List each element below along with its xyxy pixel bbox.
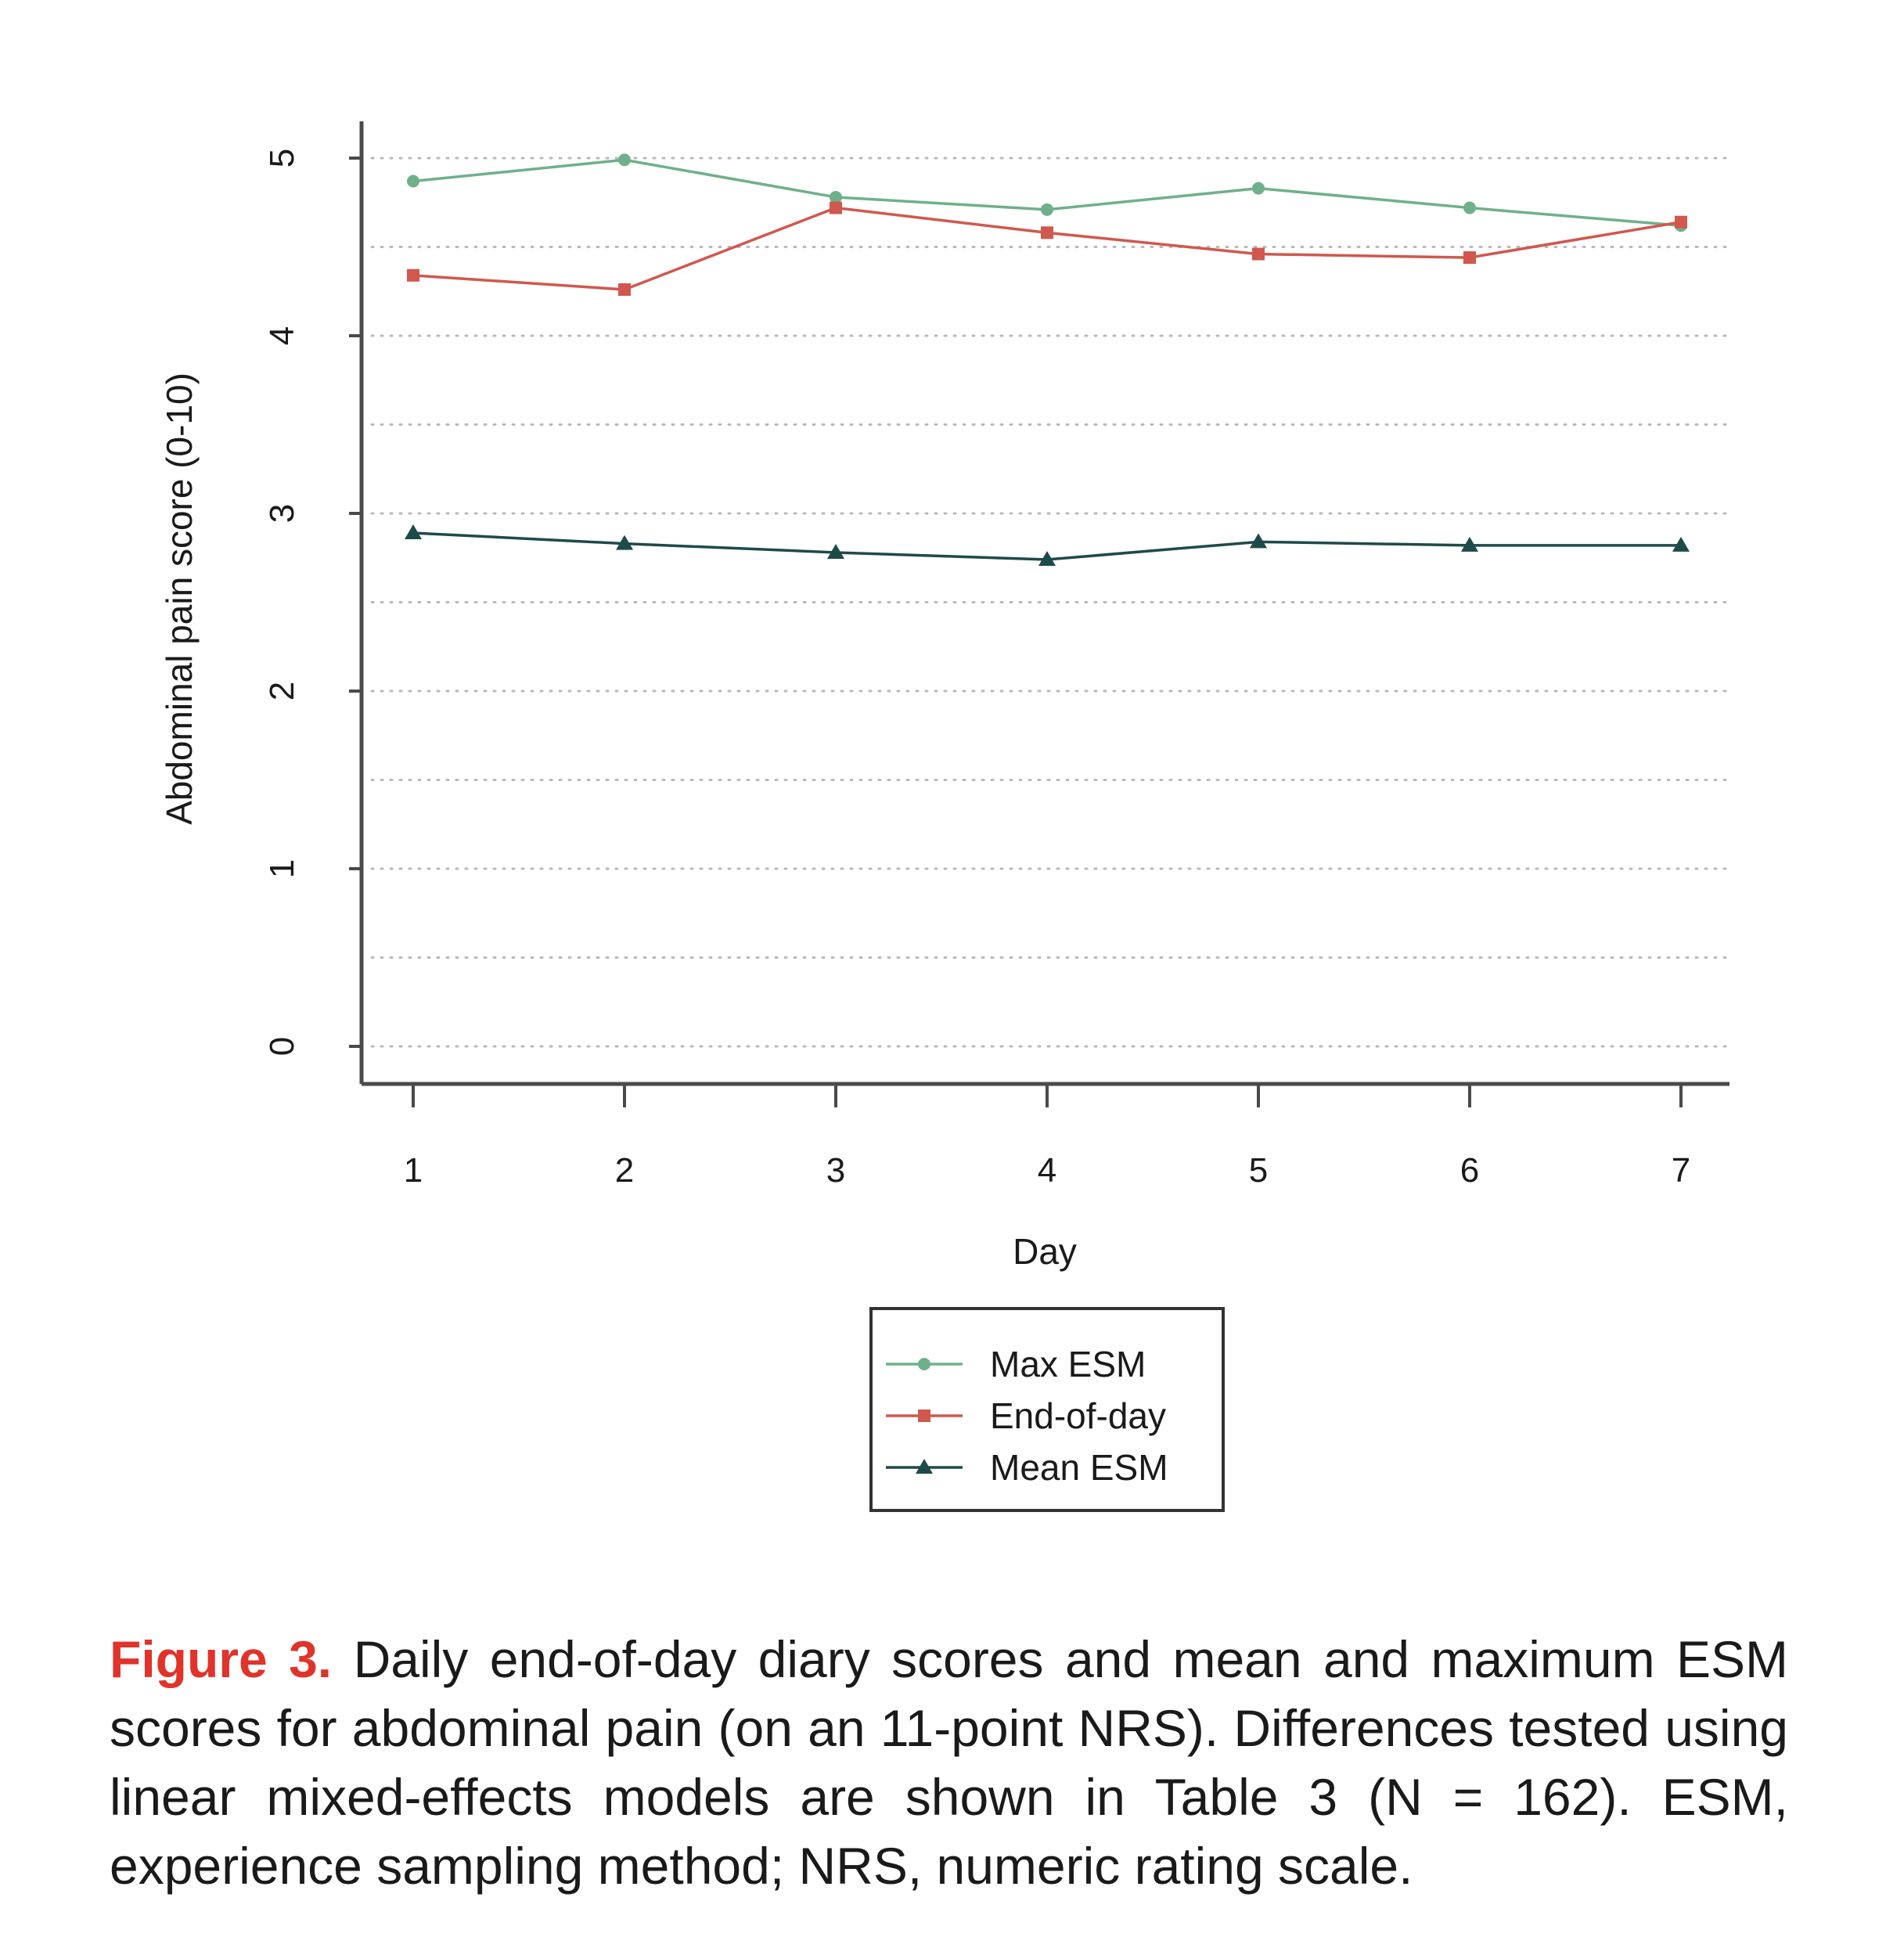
x-tick-label: 6 — [1460, 1151, 1479, 1190]
x-axis-title: Day — [1013, 1231, 1077, 1272]
data-point-mean-esm — [1250, 533, 1267, 549]
legend-marker — [918, 1358, 930, 1370]
data-point-max-esm — [1463, 201, 1476, 214]
data-point-mean-esm — [1672, 536, 1690, 552]
line-chart: 0 1 2 3 4 5 1 2 3 4 5 6 7 Abdominal pain score (0-10… — [159, 121, 1731, 1512]
data-point-mean-esm — [616, 535, 633, 550]
x-tick-label: 3 — [826, 1151, 845, 1190]
data-point-mean-esm — [827, 543, 844, 559]
y-tick-label: 5 — [263, 149, 301, 167]
data-point-end-of-day — [1041, 226, 1053, 239]
legend-marker — [916, 1459, 933, 1474]
gridlines — [370, 157, 1731, 1048]
data-point-mean-esm — [1038, 551, 1056, 567]
legend-marker — [918, 1410, 930, 1422]
data-point-end-of-day — [407, 268, 419, 282]
data-point-max-esm — [1041, 203, 1053, 216]
x-tick-label: 5 — [1249, 1151, 1268, 1190]
data-point-mean-esm — [405, 524, 422, 539]
x-tick-label: 2 — [615, 1151, 634, 1190]
series-end-of-day — [407, 201, 1687, 296]
y-tick-label: 4 — [263, 326, 301, 345]
legend-label: Max ESM — [990, 1344, 1146, 1384]
figure-label: Figure 3. — [110, 1630, 333, 1688]
data-point-max-esm — [618, 153, 631, 167]
series-layer — [405, 153, 1690, 567]
y-tick-label: 2 — [263, 682, 301, 700]
series-mean-esm — [405, 524, 1690, 567]
x-tick-label: 1 — [404, 1151, 423, 1190]
data-point-end-of-day — [618, 283, 631, 296]
data-point-max-esm — [407, 175, 419, 188]
legend-item-max-esm: Max ESM — [886, 1344, 1146, 1384]
data-point-max-esm — [830, 190, 842, 203]
x-tick-label: 7 — [1672, 1151, 1690, 1190]
ticks: 0 1 2 3 4 5 1 2 3 4 5 6 7 — [263, 149, 1690, 1190]
series-max-esm — [407, 153, 1687, 232]
legend-label: End-of-day — [990, 1395, 1166, 1436]
data-point-end-of-day — [1675, 215, 1687, 229]
data-point-max-esm — [1252, 182, 1265, 195]
y-axis-title: Abdominal pain score (0-10) — [159, 373, 200, 825]
legend-item-end-of-day: End-of-day — [886, 1395, 1166, 1436]
data-point-mean-esm — [1461, 536, 1478, 552]
y-tick-label: 0 — [263, 1037, 301, 1056]
legend-label: Mean ESM — [990, 1447, 1168, 1488]
data-point-end-of-day — [830, 201, 842, 214]
figure-caption: Figure 3. Daily end-of-day diary scores … — [110, 1625, 1788, 1900]
x-tick-label: 4 — [1038, 1151, 1056, 1190]
legend-item-mean-esm: Mean ESM — [886, 1447, 1168, 1488]
y-tick-label: 3 — [263, 504, 301, 523]
legend: Max ESM End-of-day Mean ESM — [869, 1307, 1225, 1512]
data-point-end-of-day — [1463, 251, 1476, 265]
series-line-end-of-day — [412, 206, 1682, 291]
caption-text: Daily end-of-day diary scores and mean a… — [110, 1630, 1788, 1895]
y-tick-label: 1 — [263, 859, 301, 878]
axes — [359, 121, 1729, 1086]
data-point-end-of-day — [1252, 247, 1265, 261]
